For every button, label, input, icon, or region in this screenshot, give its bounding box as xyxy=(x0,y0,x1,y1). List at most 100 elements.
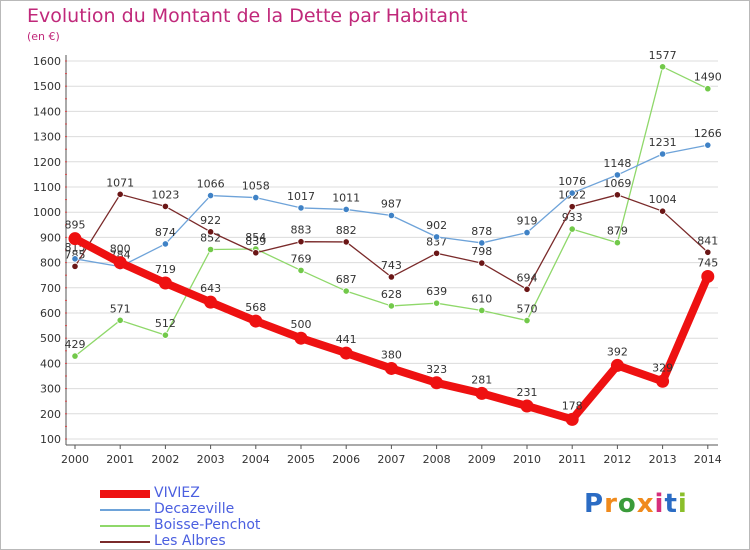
data-label-viviez: 281 xyxy=(471,373,492,386)
data-point-boisse-penchot xyxy=(387,302,395,310)
data-point-boisse-penchot xyxy=(207,245,215,254)
data-point-boisse-penchot xyxy=(116,316,124,324)
unit-label: (en €) xyxy=(27,30,60,43)
y-tick-label: 200 xyxy=(40,408,61,421)
data-label-les-albres: 837 xyxy=(426,235,447,248)
data-label-les-albres: 1004 xyxy=(649,193,677,206)
data-point-les-albres xyxy=(207,228,215,236)
data-point-decazeville xyxy=(252,193,260,202)
data-label-decazeville: 987 xyxy=(381,197,402,210)
data-point-decazeville xyxy=(523,229,531,237)
data-point-decazeville xyxy=(432,233,441,241)
logo-letter: P xyxy=(584,489,605,519)
data-point-boisse-penchot xyxy=(71,352,79,360)
data-point-decazeville xyxy=(704,141,712,149)
data-label-decazeville: 1066 xyxy=(197,178,225,191)
data-label-viviez: 323 xyxy=(426,363,447,376)
logo-letter: t xyxy=(664,489,678,519)
data-label-boisse-penchot: 512 xyxy=(155,317,176,330)
y-tick-label: 600 xyxy=(40,307,61,320)
data-label-viviez: 500 xyxy=(291,318,312,331)
data-label-les-albres: 839 xyxy=(245,235,266,248)
chart-title: Evolution du Montant de la Dette par Hab… xyxy=(27,5,468,27)
data-point-viviez xyxy=(158,276,172,290)
data-point-les-albres xyxy=(71,262,79,270)
data-label-les-albres: 694 xyxy=(517,271,538,284)
data-point-les-albres xyxy=(432,249,441,257)
data-point-les-albres xyxy=(658,207,667,215)
data-point-decazeville xyxy=(342,205,350,214)
data-point-viviez xyxy=(610,358,624,372)
x-tick-label: 2002 xyxy=(151,453,179,466)
x-tick-label: 2012 xyxy=(603,453,631,466)
y-tick-label: 900 xyxy=(40,231,61,244)
data-point-les-albres xyxy=(613,191,622,199)
x-tick-label: 2007 xyxy=(377,453,405,466)
data-label-boisse-penchot: 1577 xyxy=(649,49,677,62)
legend-swatch-decazeville xyxy=(100,509,150,511)
data-point-decazeville xyxy=(297,204,305,212)
data-point-boisse-penchot xyxy=(432,299,441,307)
data-point-decazeville xyxy=(387,211,395,220)
data-point-les-albres xyxy=(568,203,576,211)
y-tick-label: 1000 xyxy=(33,206,61,219)
data-point-decazeville xyxy=(71,255,79,263)
data-label-boisse-penchot: 687 xyxy=(336,273,357,286)
y-tick-label: 1600 xyxy=(33,55,61,68)
data-point-boisse-penchot xyxy=(478,306,486,315)
data-point-les-albres xyxy=(523,285,531,293)
data-point-viviez xyxy=(430,376,444,390)
data-label-decazeville: 1011 xyxy=(332,191,360,204)
legend-swatch-boisse-penchot xyxy=(100,525,150,527)
data-label-viviez: 178 xyxy=(562,399,583,412)
data-label-boisse-penchot: 570 xyxy=(517,303,538,316)
data-label-viviez: 329 xyxy=(652,361,673,374)
x-tick-label: 2013 xyxy=(649,453,677,466)
data-label-boisse-penchot: 1490 xyxy=(694,71,722,84)
data-label-les-albres: 922 xyxy=(200,214,221,227)
y-tick-label: 700 xyxy=(40,282,61,295)
data-label-decazeville: 878 xyxy=(471,225,492,238)
data-point-viviez xyxy=(384,361,398,375)
data-point-les-albres xyxy=(161,202,169,211)
data-label-boisse-penchot: 769 xyxy=(291,252,312,265)
data-point-les-albres xyxy=(297,238,305,246)
data-label-boisse-penchot: 639 xyxy=(426,285,447,298)
data-label-viviez: 441 xyxy=(336,333,357,346)
data-point-viviez xyxy=(475,386,489,400)
data-label-boisse-penchot: 610 xyxy=(471,292,492,305)
data-label-viviez: 719 xyxy=(155,263,176,276)
data-label-viviez: 895 xyxy=(65,219,86,232)
x-tick-label: 2005 xyxy=(287,453,315,466)
data-point-les-albres xyxy=(478,259,486,267)
data-label-les-albres: 1071 xyxy=(106,176,134,189)
data-label-viviez: 643 xyxy=(200,282,221,295)
data-point-decazeville xyxy=(658,150,667,158)
data-point-boisse-penchot xyxy=(342,287,350,295)
x-tick-label: 2001 xyxy=(106,453,134,466)
data-label-decazeville: 874 xyxy=(155,226,176,239)
x-tick-label: 2010 xyxy=(513,453,541,466)
data-point-les-albres xyxy=(704,248,712,256)
x-tick-label: 2004 xyxy=(242,453,270,466)
y-tick-label: 1200 xyxy=(33,156,61,169)
data-point-boisse-penchot xyxy=(613,239,622,247)
data-point-viviez xyxy=(204,295,218,309)
data-label-decazeville: 1076 xyxy=(558,175,586,188)
data-point-viviez xyxy=(68,232,82,246)
legend-label-viviez: VIVIEZ xyxy=(154,485,200,501)
data-point-boisse-penchot xyxy=(568,225,576,233)
data-point-decazeville xyxy=(613,171,622,179)
data-point-viviez xyxy=(294,331,308,345)
data-point-les-albres xyxy=(387,273,395,281)
legend-swatch-les-albres xyxy=(100,541,150,543)
data-point-viviez xyxy=(565,412,579,426)
data-label-les-albres: 1023 xyxy=(151,188,179,201)
data-point-boisse-penchot xyxy=(704,85,712,93)
data-label-boisse-penchot: 933 xyxy=(562,211,583,224)
legend-label-decazeville: Decazeville xyxy=(154,501,235,517)
data-label-les-albres: 1069 xyxy=(603,177,631,190)
y-tick-label: 300 xyxy=(40,383,61,396)
